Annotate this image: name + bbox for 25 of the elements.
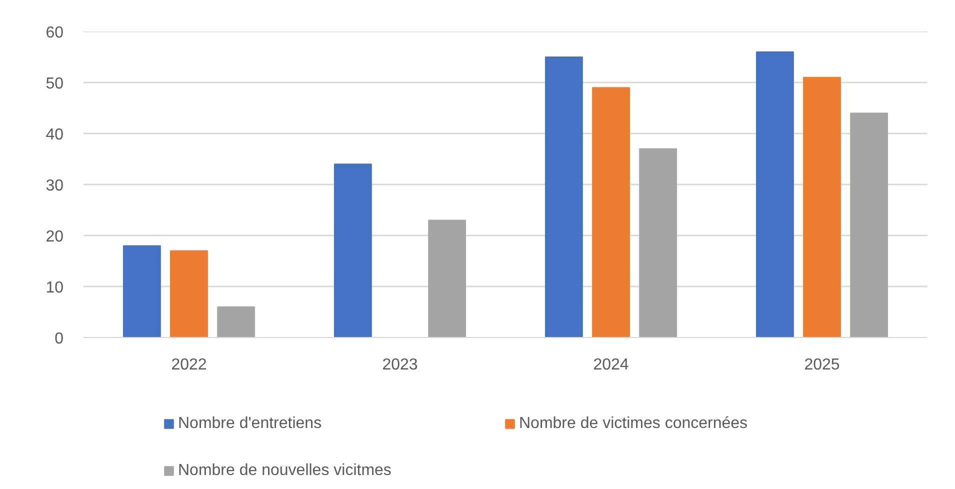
x-tick-label: 2023 xyxy=(382,356,418,374)
y-tick-label: 10 xyxy=(46,280,64,296)
y-tick-label: 40 xyxy=(46,126,64,144)
y-tick-label: 50 xyxy=(46,76,64,92)
bar xyxy=(170,250,208,338)
y-tick-label: 30 xyxy=(46,178,64,194)
legend-label: Nombre d'entretiens xyxy=(178,414,323,434)
bar xyxy=(639,148,678,338)
x-tick-label: 2024 xyxy=(593,356,629,374)
x-tick-label: 2025 xyxy=(804,356,840,374)
bar xyxy=(334,164,372,338)
legend-label: Nombre de victimes concernées xyxy=(519,414,749,434)
legend-label: Nombre de nouvelles vicitmes xyxy=(178,460,392,480)
bar xyxy=(217,306,256,338)
bar xyxy=(756,51,794,338)
bar xyxy=(122,245,161,338)
y-tick-label: 0 xyxy=(54,330,64,348)
y-tick-label: 20 xyxy=(46,228,64,246)
bar xyxy=(428,220,466,338)
x-tick-label: 2022 xyxy=(171,356,207,374)
bar xyxy=(850,112,888,338)
bar xyxy=(592,87,630,338)
y-tick-label: 60 xyxy=(46,24,64,42)
bar xyxy=(544,56,583,338)
bar xyxy=(803,76,841,338)
